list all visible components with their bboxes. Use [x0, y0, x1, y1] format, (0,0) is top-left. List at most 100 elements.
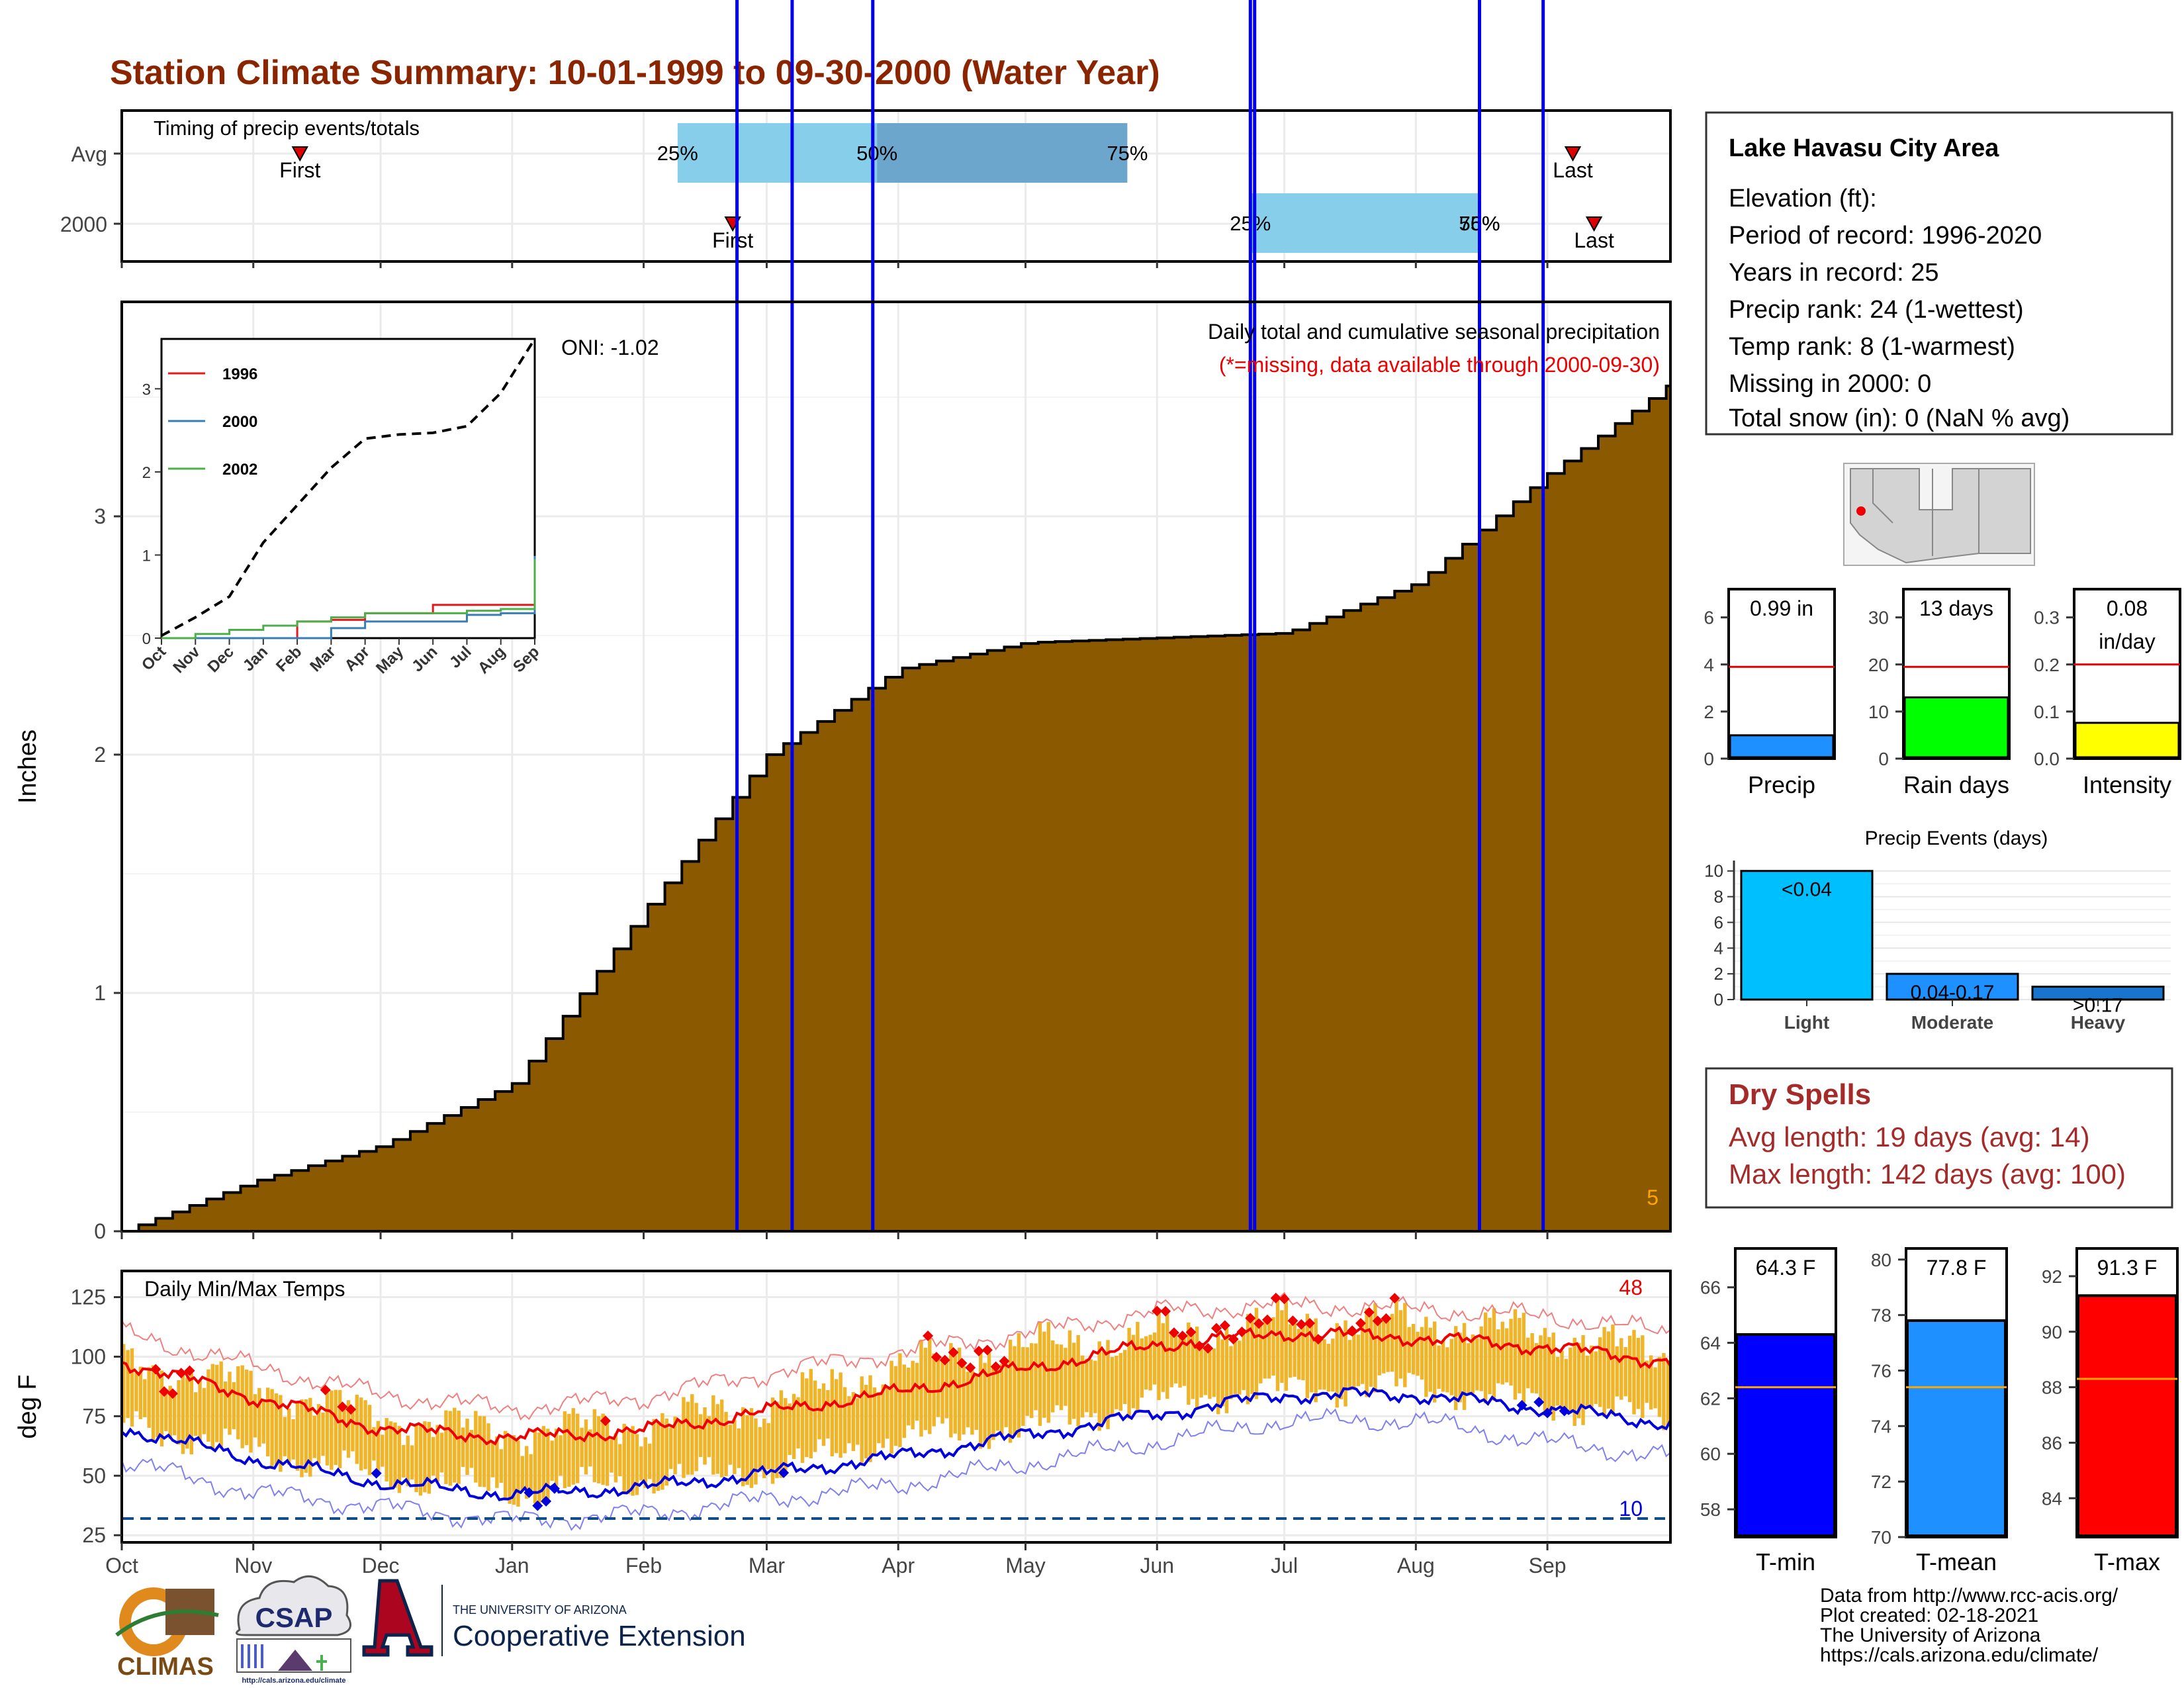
daily-temp-bar [881, 1384, 885, 1448]
daily-temp-bar [1144, 1336, 1148, 1390]
temp-category-label: T-max [2094, 1548, 2160, 1575]
month-tick-label: May [1005, 1554, 1045, 1577]
daily-temp-bar [427, 1421, 431, 1494]
daily-temp-bar [300, 1399, 304, 1477]
daily-temp-bar [1424, 1317, 1428, 1397]
daily-temp-bar [134, 1372, 138, 1411]
events-ytick-label: 2 [1714, 964, 1723, 984]
timing-row-avg: Avg [71, 142, 107, 166]
inset-ytick-label: 1 [142, 547, 151, 565]
daily-temp-bar [469, 1429, 474, 1468]
month-tick-label: Feb [625, 1554, 662, 1577]
daily-temp-bar [949, 1343, 953, 1438]
record-high-marker [150, 1364, 161, 1375]
daily-temp-bar [821, 1383, 826, 1446]
daily-temp-bar [1458, 1333, 1462, 1403]
daily-temp-bar [1263, 1321, 1267, 1379]
daily-temp-bar [830, 1369, 835, 1457]
station-name: Lake Havasu City Area [1729, 134, 1999, 162]
daily-temp-bar [1356, 1335, 1360, 1387]
daily-temp-bar [847, 1396, 851, 1444]
oni-label: ONI: -1.02 [561, 336, 659, 359]
daily-temp-bar [1496, 1329, 1500, 1383]
daily-temp-bar [1165, 1313, 1169, 1399]
daily-temp-bar [635, 1434, 639, 1495]
daily-temp-bar [842, 1387, 847, 1454]
daily-temp-bar [219, 1361, 223, 1447]
mini-chart-precip: 0 2 4 6 0.99 in Precip [1704, 588, 1836, 798]
daily-temp-bar [1347, 1340, 1352, 1391]
record-high-marker [1270, 1293, 1281, 1304]
daily-temp-bar [1585, 1355, 1590, 1407]
daily-temp-bar [1250, 1320, 1254, 1394]
daily-temp-bar [1034, 1343, 1038, 1411]
record-low-marker [523, 1487, 535, 1498]
daily-temp-bar [614, 1433, 618, 1483]
temp-ytick-label: 92 [2042, 1266, 2062, 1287]
daily-temp-bar [749, 1408, 754, 1488]
events-category-label: Moderate [1911, 1012, 1993, 1033]
record-high-marker [1152, 1305, 1163, 1317]
month-tick-label: Apr [882, 1554, 915, 1577]
mini-value-bar [1729, 734, 1835, 759]
record-high-marker [1389, 1293, 1400, 1304]
daily-temp-bar [130, 1348, 134, 1427]
daily-temp-bar [1339, 1331, 1343, 1399]
daily-temp-bar [257, 1387, 261, 1447]
daily-temp-bar [893, 1366, 898, 1446]
temp-ylabel: deg F [14, 1374, 42, 1438]
daily-temp-bar [508, 1436, 512, 1504]
daily-temp-bar [669, 1427, 673, 1470]
daily-temp-bar [1152, 1333, 1157, 1385]
temp-value-label: 77.8 F [1927, 1256, 1987, 1280]
daily-temp-bar [554, 1429, 559, 1487]
daily-temp-bar [592, 1409, 597, 1483]
daily-temp-bar [817, 1388, 821, 1440]
daily-temp-bar [868, 1375, 872, 1462]
daily-temp-bar [1238, 1340, 1242, 1395]
daily-temp-bar [1606, 1331, 1611, 1409]
daily-temp-bar [1462, 1323, 1467, 1410]
daily-temp-bar [457, 1410, 461, 1484]
daily-temp-bar [1275, 1300, 1280, 1391]
daily-temp-bar [172, 1395, 177, 1436]
month-tick-label: Nov [234, 1554, 272, 1577]
daily-temp-bar [1445, 1347, 1449, 1393]
daily-temp-bar [805, 1378, 809, 1458]
temp-summary-t-min: 58 60 62 64 66 64.3 F T-min [1700, 1247, 1837, 1575]
daily-temp-bar [240, 1365, 244, 1448]
footer-credits: Data from http://www.rcc-acis.org/ Plot … [1820, 1585, 2118, 1666]
avg-first-marker [291, 146, 308, 162]
daily-temp-bar [1013, 1346, 1017, 1434]
daily-temp-bar [385, 1418, 388, 1481]
daily-temp-bar [911, 1360, 915, 1430]
daily-temp-bar [1208, 1350, 1212, 1399]
daily-temp-bar [304, 1399, 308, 1473]
record-high-marker [1304, 1317, 1316, 1329]
daily-temp-bar [1021, 1346, 1025, 1427]
daily-temp-bar [639, 1446, 643, 1481]
daily-temp-bar [584, 1419, 588, 1475]
daily-temp-bar [283, 1417, 287, 1456]
inset-legend-label: 1996 [222, 365, 257, 383]
daily-temp-bar [1246, 1314, 1250, 1405]
avg-50-75-bar [877, 123, 1128, 183]
daily-temp-bar [1076, 1335, 1080, 1427]
temp-ytick-label: 58 [1700, 1499, 1721, 1520]
mini-value-label: 0.99 in [1750, 596, 1813, 620]
daily-temp-bar [779, 1390, 784, 1478]
record-high-marker [1312, 1334, 1324, 1345]
daily-temp-bar [1259, 1326, 1263, 1383]
daily-temp-bar [482, 1416, 486, 1487]
daily-temp-bar [1657, 1356, 1662, 1417]
daily-temp-bar [1000, 1364, 1004, 1435]
temp-ytick-label: 50 [82, 1464, 106, 1487]
daily-temp-bar [915, 1362, 919, 1421]
daily-temp-bar [1551, 1333, 1555, 1421]
daily-temp-bar [1203, 1348, 1208, 1395]
daily-temp-bar [1029, 1343, 1034, 1419]
daily-temp-bar [512, 1435, 516, 1505]
daily-temp-bar [177, 1380, 181, 1445]
missing-note: (*=missing, data available through 2000-… [1219, 353, 1660, 377]
precip-panel: 0 1 2 3 Inches ONI: -1.02 Daily total and c… [14, 0, 1672, 1243]
